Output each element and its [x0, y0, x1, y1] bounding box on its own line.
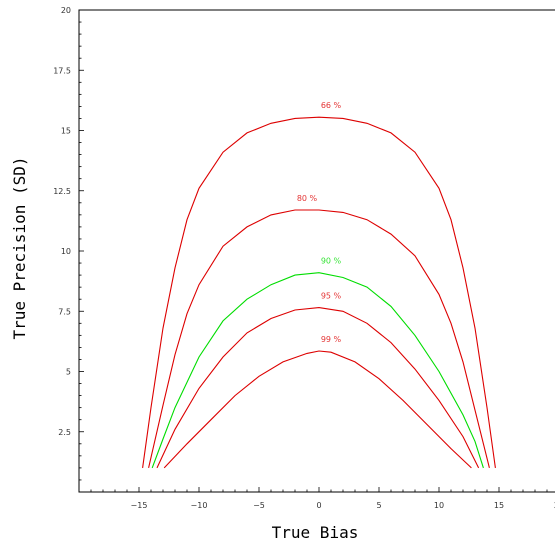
- plot-frame: [78, 9, 555, 493]
- x-tick-label: −5: [253, 501, 265, 510]
- series-labels: 66 % 80 % 90 % 95 % 99 %: [297, 101, 342, 344]
- y-tick-label: 5: [66, 368, 71, 377]
- x-tick-label: 10: [434, 501, 444, 510]
- x-axis-ticks: [78, 487, 548, 492]
- series-label: 80 %: [297, 194, 318, 203]
- y-tick-label: 10: [61, 247, 71, 256]
- y-tick-label: 17.5: [53, 66, 71, 75]
- series-label: 99 %: [321, 335, 342, 344]
- series-label: 90 %: [321, 257, 342, 266]
- y-tick-label: 15: [61, 127, 71, 136]
- x-tick-label: −10: [191, 501, 208, 510]
- y-axis-tick-labels: 2.5 5 7.5 10 12.5 15 17.5 20: [53, 6, 71, 437]
- y-tick-label: 7.5: [58, 307, 71, 316]
- y-axis-title: True Precision (SD): [10, 156, 29, 339]
- x-tick-label: −15: [131, 501, 148, 510]
- series-line: [156, 307, 480, 469]
- series-line: [163, 350, 472, 469]
- x-tick-label: 0: [316, 501, 321, 510]
- series-label: 66 %: [321, 101, 342, 110]
- series-line: [142, 116, 496, 468]
- y-tick-label: 12.5: [53, 187, 71, 196]
- x-tick-label: 20: [554, 501, 555, 510]
- y-tick-label: 20: [61, 6, 71, 15]
- series-label: 95 %: [321, 292, 342, 301]
- series-lines: [142, 116, 496, 469]
- series-line: [151, 272, 484, 469]
- y-axis-ticks: [79, 9, 84, 493]
- x-axis-tick-labels: −15 −10 −5 0 5 10 15 20: [131, 501, 555, 510]
- x-tick-label: 15: [494, 501, 504, 510]
- y-tick-label: 2.5: [58, 428, 71, 437]
- series-line: [148, 209, 490, 469]
- x-tick-label: 5: [376, 501, 381, 510]
- x-axis-title: True Bias: [272, 523, 359, 542]
